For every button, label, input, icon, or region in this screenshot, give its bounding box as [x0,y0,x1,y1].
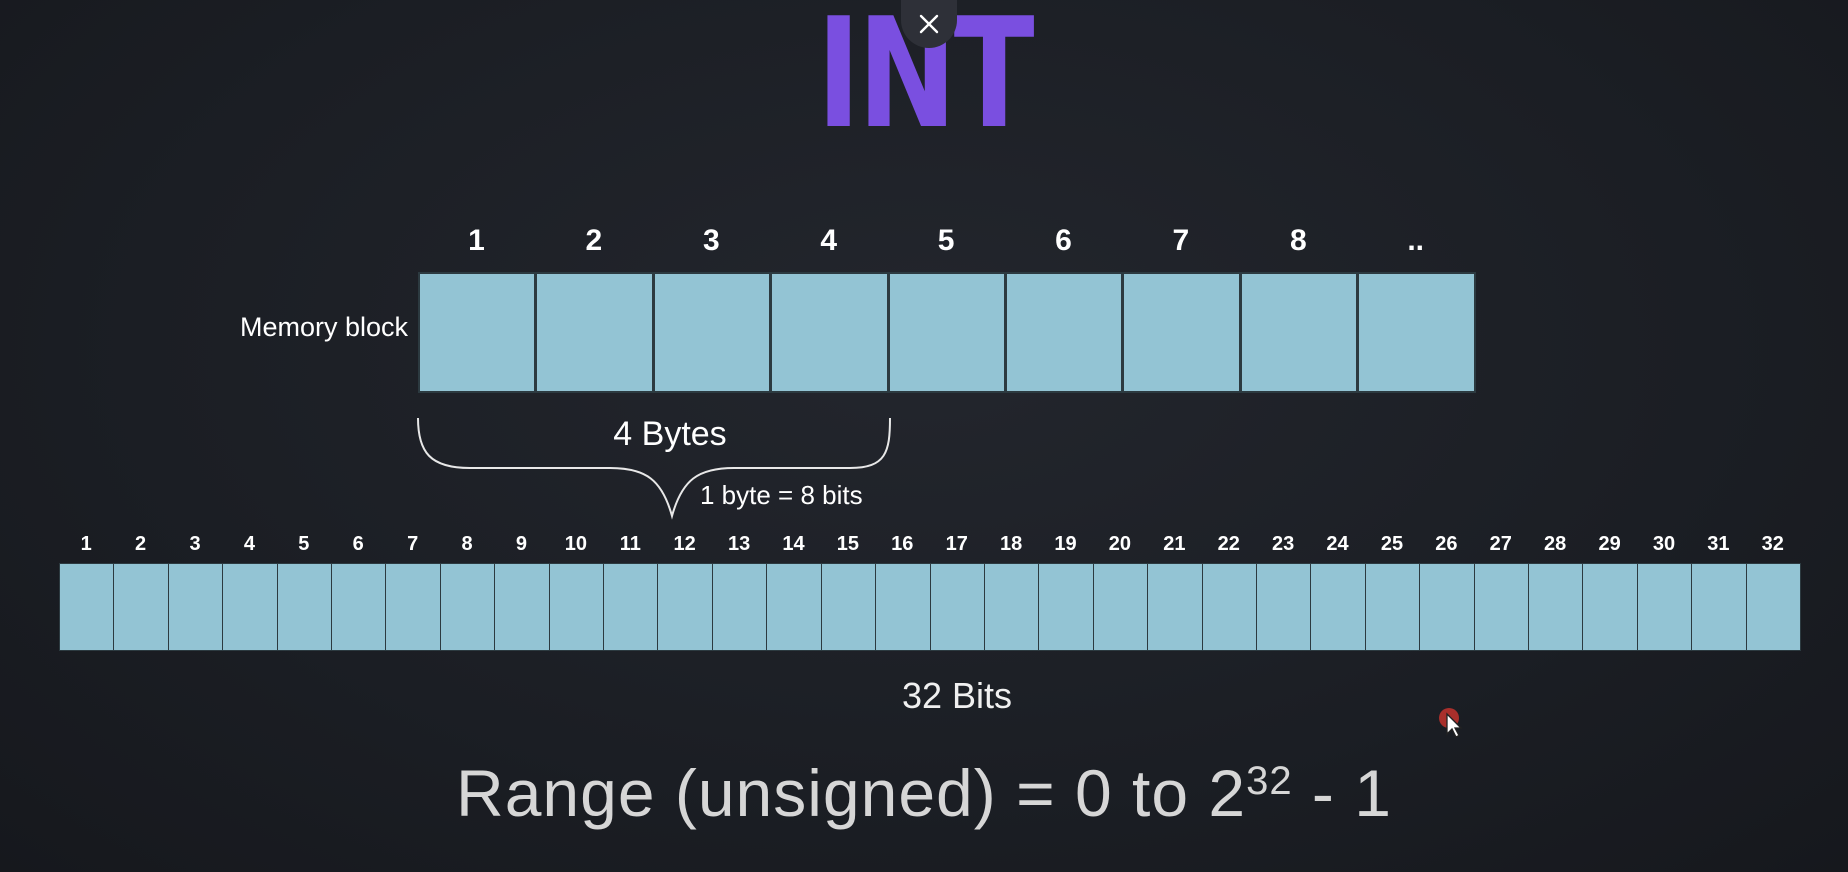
byte-cell [535,272,654,393]
bit-cell [1364,563,1421,651]
bit-cell [820,563,877,651]
bit-cell [1255,563,1312,651]
bit-cell [1419,563,1475,651]
bit-cell [222,563,278,651]
memory-block-label: Memory block [239,312,408,342]
bit-cell [875,563,931,651]
bit-number: 19 [1054,533,1077,555]
bit-cell [1201,563,1257,651]
bit-cell [1691,563,1747,651]
bit-cell [494,563,550,651]
bit-number: 16 [891,533,914,555]
bit-cell [59,563,115,651]
bit-number: 7 [407,533,419,555]
bit-cell [603,563,659,651]
bit-number: 17 [945,533,968,555]
byte-number: 6 [1055,224,1072,257]
bit-number: 1 [80,533,92,555]
bit-number: 30 [1652,533,1676,555]
byte-number: 2 [585,224,603,257]
bit-cell [1038,563,1094,651]
bit-number: 13 [727,533,751,555]
bit-number: 2 [135,533,147,555]
byte-cell [1357,272,1476,393]
bit-cell [1092,563,1149,651]
bit-number: 8 [461,533,473,555]
bit-number: 6 [352,533,364,555]
bit-number: 10 [564,533,587,555]
close-button[interactable] [901,0,957,48]
byte-number: .. [1407,224,1425,257]
bit-number: 11 [619,533,641,555]
bit-number: 3 [189,533,201,555]
mouse-cursor-icon [1439,708,1463,738]
bit-number: 28 [1544,533,1567,555]
bit-cell [929,563,985,651]
byte-cell [770,272,889,393]
four-bytes-label: 4 Bytes [613,415,727,453]
bit-number: 32 [1761,533,1784,555]
byte-number: 1 [468,224,485,257]
bit-cell [276,563,333,651]
bit-cell [983,563,1040,651]
bit-number: 25 [1380,533,1404,555]
bit-cell [1582,563,1638,651]
bit-cell [766,563,822,651]
bit-cell [1636,563,1693,651]
bit-cell [439,563,496,651]
bit-cell [167,563,224,651]
bit-number: 22 [1217,533,1240,555]
bit-number: 14 [782,533,805,555]
bit-cell [657,563,713,651]
range-prefix: Range (unsigned) = 0 to 2 [456,756,1247,830]
byte-cell [652,272,772,393]
range-exponent: 32 [1246,759,1293,803]
byte-equals-bits-note: 1 byte = 8 bits [700,480,863,510]
bit-number: 9 [515,533,528,555]
bit-cell [1147,563,1203,651]
range-formula: Range (unsigned) = 0 to 232 - 1 [0,755,1848,831]
bit-cell [1310,563,1366,651]
bit-number: 26 [1435,533,1458,555]
byte-number: 5 [937,224,955,257]
bit-number: 21 [1163,533,1186,555]
bit-cell [1745,563,1801,651]
bit-number: 24 [1326,533,1349,555]
close-icon[interactable] [918,13,940,35]
byte-number: 7 [1172,224,1190,257]
byte-number: 8 [1289,224,1307,257]
bit-cell [711,563,768,651]
byte-cell [1239,272,1359,393]
byte-cell [1122,272,1241,393]
bit-number: 4 [243,533,255,555]
byte-number: 3 [702,224,720,257]
bit-number: 31 [1707,533,1730,555]
byte-cell [887,272,1006,393]
bit-cell [385,563,441,651]
bit-number: 18 [999,533,1023,555]
bit-number: 20 [1108,533,1132,555]
bit-number: 23 [1272,533,1295,555]
bit-cell [1473,563,1529,651]
byte-cell [1005,272,1124,393]
thirty-two-bits-label: 32 Bits [901,675,1013,716]
bit-number: 12 [673,533,696,555]
bit-cell [548,563,605,651]
bit-cell [1527,563,1584,651]
four-bytes-brace [417,417,891,520]
bit-number: 29 [1598,533,1621,555]
bit-cell [113,563,169,651]
byte-number: 4 [820,224,838,257]
bit-number: 27 [1489,533,1512,555]
bit-cell [331,563,387,651]
bit-number: 15 [836,533,860,555]
bit-number: 5 [298,533,310,555]
range-suffix: - 1 [1292,756,1392,830]
byte-cell [418,272,537,393]
